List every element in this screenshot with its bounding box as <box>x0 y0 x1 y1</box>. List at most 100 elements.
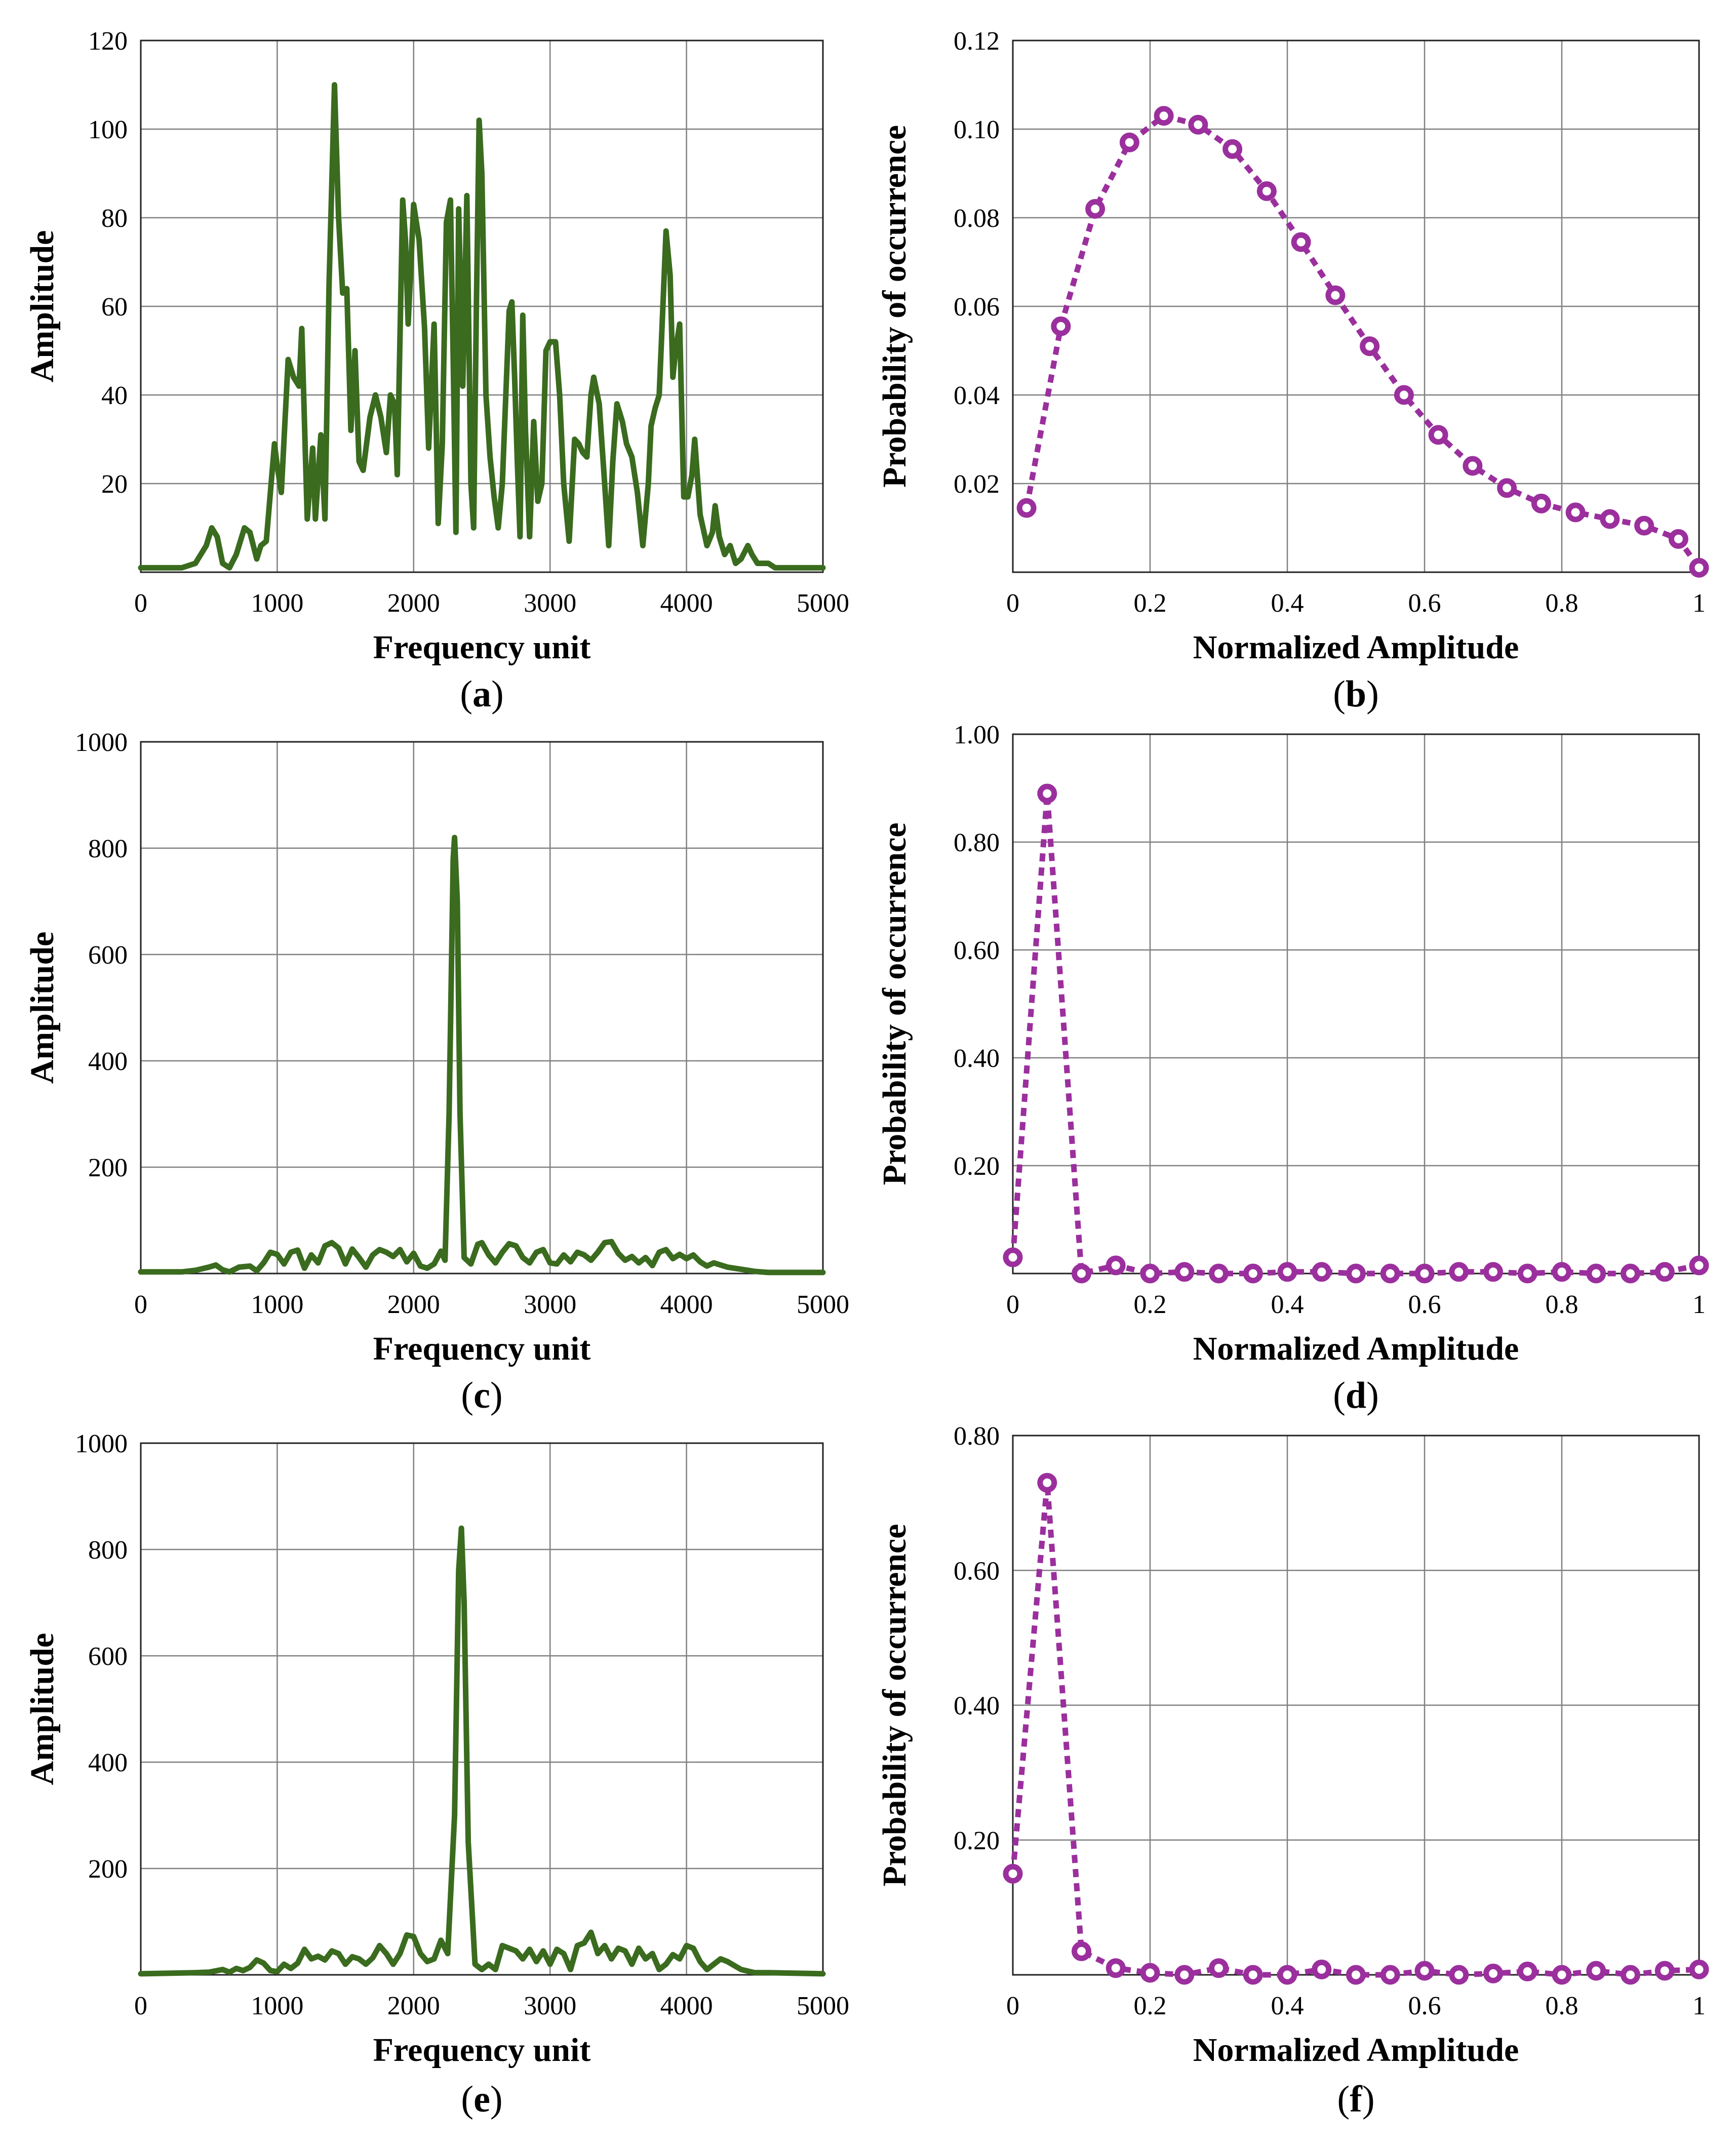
y-tick-label: 0.10 <box>954 115 1000 144</box>
x-tick-label: 0.6 <box>1408 1290 1441 1319</box>
data-point <box>1003 1247 1023 1267</box>
y-tick-label: 400 <box>88 1047 128 1076</box>
data-point <box>1380 1263 1400 1284</box>
panel-caption-letter: a <box>472 673 491 715</box>
y-tick-label: 200 <box>88 1154 128 1182</box>
data-point <box>1483 1963 1503 1983</box>
x-tick-label: 0.4 <box>1271 1290 1304 1319</box>
data-point <box>1517 1263 1537 1284</box>
y-tick-label: 400 <box>88 1748 128 1777</box>
x-tick-label: 0.4 <box>1271 1992 1304 2020</box>
x-tick-label: 0 <box>134 1290 147 1319</box>
spectrum-line <box>138 1525 826 1977</box>
data-point <box>1188 114 1208 135</box>
data-point <box>1003 1863 1023 1884</box>
y-tick-label: 800 <box>88 1536 128 1565</box>
data-point <box>1668 529 1688 549</box>
data-point <box>1552 1262 1572 1282</box>
data-point <box>1380 1965 1400 1985</box>
data-point <box>1689 558 1709 578</box>
data-point <box>1154 106 1174 126</box>
x-axis-label: Normalized Amplitude <box>1193 1330 1519 1367</box>
panel-caption: (d) <box>1333 1375 1378 1416</box>
data-point <box>1209 1263 1229 1284</box>
y-tick-label: 0.20 <box>954 1826 1000 1855</box>
data-point <box>1449 1262 1469 1282</box>
y-axis-label: Amplitude <box>24 1633 61 1785</box>
y-tick-label: 0.40 <box>954 1044 1000 1073</box>
data-point <box>1634 515 1654 536</box>
y-tick-label: 600 <box>88 1642 128 1671</box>
data-point <box>1586 1961 1606 1981</box>
y-tick-label: 0.12 <box>954 27 1000 56</box>
data-point <box>1497 478 1517 498</box>
x-axis-label: Frequency unit <box>373 1330 591 1367</box>
spectrum-line <box>138 82 826 571</box>
y-axis-label: Probability of occurrence <box>876 125 913 488</box>
data-point <box>1621 1965 1640 1985</box>
data-point <box>1072 1941 1091 1961</box>
y-tick-label: 0.08 <box>954 204 1000 233</box>
axes-frame <box>140 39 824 573</box>
axes-frame <box>1012 733 1700 1275</box>
axes-frame <box>140 741 824 1275</box>
data-point <box>1346 1263 1366 1284</box>
x-tick-label: 5000 <box>797 589 849 618</box>
data-point <box>1243 1965 1263 1985</box>
data-point <box>1051 316 1071 336</box>
x-tick-label: 0.6 <box>1408 589 1441 618</box>
y-tick-label: 40 <box>101 381 128 410</box>
x-tick-label: 2000 <box>387 589 440 618</box>
y-tick-label: 100 <box>88 115 128 144</box>
y-tick-label: 1.00 <box>954 721 1000 749</box>
x-tick-label: 2000 <box>387 1992 440 2020</box>
y-axis-label: Amplitude <box>24 932 61 1084</box>
data-point <box>1291 232 1311 252</box>
data-point <box>1072 1263 1091 1284</box>
data-point <box>1449 1965 1469 1985</box>
y-axis-label: Amplitude <box>24 230 61 383</box>
x-tick-label: 0.4 <box>1271 589 1304 618</box>
y-tick-label: 120 <box>88 27 128 56</box>
x-axis-label: Normalized Amplitude <box>1193 2032 1519 2069</box>
x-tick-label: 4000 <box>660 589 713 618</box>
x-tick-label: 3000 <box>524 589 576 618</box>
data-point <box>1325 285 1346 305</box>
y-tick-label: 0.60 <box>954 936 1000 965</box>
y-tick-label: 600 <box>88 941 128 970</box>
panel-caption-letter: d <box>1346 1375 1366 1416</box>
y-tick-label: 0.04 <box>954 381 1000 410</box>
x-tick-label: 0.6 <box>1408 1992 1441 2020</box>
x-tick-label: 1 <box>1692 589 1706 618</box>
data-point <box>1209 1958 1229 1978</box>
y-tick-label: 80 <box>101 204 128 233</box>
y-tick-label: 0.06 <box>954 293 1000 322</box>
panel-caption-letter: f <box>1350 2079 1363 2120</box>
x-tick-label: 5000 <box>797 1992 849 2020</box>
data-point <box>1394 385 1414 405</box>
x-tick-label: 0.2 <box>1134 1290 1167 1319</box>
data-point <box>1600 509 1620 529</box>
chart-panel-c: 0 1000 2000 3000 4000 5000 200 400 600 800 1000 Fre… <box>24 728 849 1416</box>
panel-caption: (c) <box>461 1375 502 1416</box>
x-tick-label: 3000 <box>524 1290 576 1319</box>
x-tick-label: 0 <box>134 589 147 618</box>
panel-caption-letter: e <box>474 2079 490 2120</box>
x-tick-label: 0.8 <box>1546 1992 1579 2020</box>
x-axis-label: Normalized Amplitude <box>1193 629 1519 666</box>
axes-frame <box>1012 39 1700 573</box>
y-tick-label: 1000 <box>75 1429 128 1458</box>
x-tick-label: 4000 <box>660 1992 713 2020</box>
chart-panel-a: 0 1000 2000 3000 4000 5000 20 40 60 80 100 120 Frequ… <box>24 27 849 715</box>
data-point <box>1312 1959 1332 1979</box>
data-point <box>1654 1262 1675 1282</box>
x-tick-label: 0 <box>1006 1290 1019 1319</box>
x-tick-label: 1000 <box>251 1290 303 1319</box>
data-point <box>1085 199 1106 219</box>
data-point <box>1140 1963 1160 1983</box>
data-point <box>1174 1965 1195 1985</box>
y-tick-label: 0.80 <box>954 1422 1000 1451</box>
data-point <box>1174 1262 1195 1282</box>
x-tick-label: 0.2 <box>1134 589 1167 618</box>
data-point <box>1483 1262 1503 1282</box>
